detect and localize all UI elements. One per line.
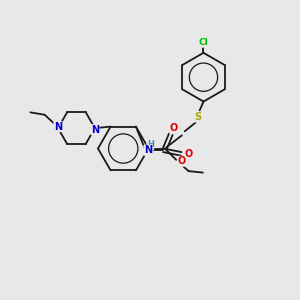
Text: O: O	[184, 149, 193, 159]
Text: O: O	[178, 156, 186, 166]
Text: N: N	[144, 145, 152, 155]
Text: N: N	[54, 122, 62, 132]
Text: O: O	[170, 123, 178, 133]
Text: N: N	[91, 124, 99, 135]
Text: S: S	[195, 112, 202, 122]
Text: Cl: Cl	[199, 38, 208, 47]
Text: H: H	[147, 140, 154, 149]
